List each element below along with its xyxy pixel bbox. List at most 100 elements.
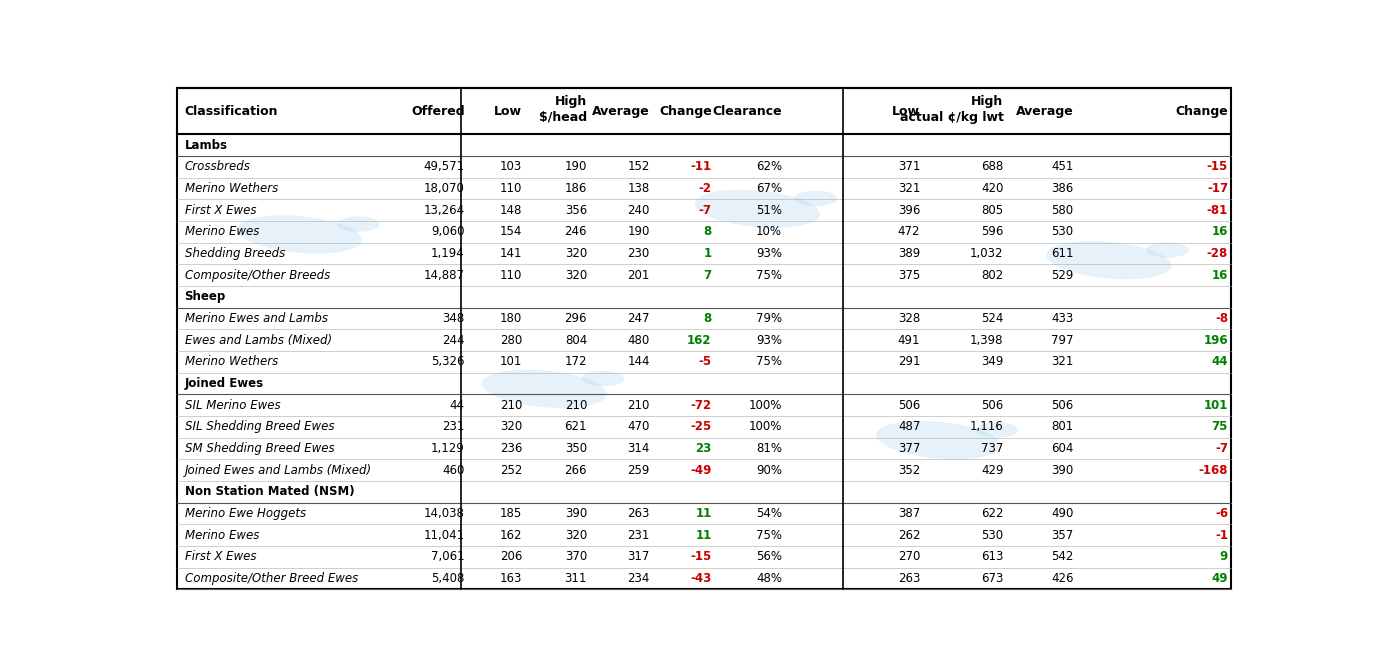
- Text: 210: 210: [500, 399, 522, 411]
- Text: 314: 314: [628, 442, 650, 455]
- Text: 320: 320: [500, 420, 522, 434]
- Text: 247: 247: [628, 312, 650, 325]
- Text: 291: 291: [897, 355, 921, 368]
- Text: 390: 390: [1051, 464, 1073, 477]
- Text: 186: 186: [565, 182, 587, 195]
- Text: 16: 16: [1212, 225, 1228, 238]
- Text: Low: Low: [495, 104, 522, 118]
- Text: -15: -15: [1206, 160, 1228, 173]
- Text: 622: 622: [981, 507, 1003, 520]
- Ellipse shape: [1047, 241, 1171, 279]
- Text: 5,326: 5,326: [431, 355, 464, 368]
- Text: 231: 231: [442, 420, 464, 434]
- Text: 13,264: 13,264: [423, 204, 464, 216]
- Ellipse shape: [337, 216, 379, 232]
- Text: 141: 141: [500, 247, 522, 260]
- Text: 101: 101: [500, 355, 522, 368]
- Text: 8: 8: [703, 312, 712, 325]
- Text: 804: 804: [565, 333, 587, 347]
- Text: 506: 506: [899, 399, 921, 411]
- Text: 7,061: 7,061: [431, 550, 464, 563]
- Text: 490: 490: [1051, 507, 1073, 520]
- Text: 349: 349: [981, 355, 1003, 368]
- Text: 1,194: 1,194: [431, 247, 464, 260]
- Text: 246: 246: [565, 225, 587, 238]
- Text: -8: -8: [1215, 312, 1228, 325]
- Text: -11: -11: [691, 160, 712, 173]
- Text: 259: 259: [628, 464, 650, 477]
- Text: 75: 75: [1212, 420, 1228, 434]
- Text: 389: 389: [899, 247, 921, 260]
- Ellipse shape: [794, 191, 837, 206]
- Text: 621: 621: [565, 420, 587, 434]
- Text: 51%: 51%: [756, 204, 782, 216]
- Text: 802: 802: [981, 269, 1003, 282]
- Text: Ewes and Lambs (Mixed): Ewes and Lambs (Mixed): [184, 333, 331, 347]
- Text: 352: 352: [899, 464, 921, 477]
- Text: 266: 266: [565, 464, 587, 477]
- Text: 1,032: 1,032: [970, 247, 1003, 260]
- Text: 801: 801: [1051, 420, 1073, 434]
- Text: 356: 356: [565, 204, 587, 216]
- Text: 93%: 93%: [756, 247, 782, 260]
- Text: 429: 429: [981, 464, 1003, 477]
- Text: 387: 387: [899, 507, 921, 520]
- Ellipse shape: [482, 369, 607, 408]
- Text: 54%: 54%: [756, 507, 782, 520]
- Text: 67%: 67%: [756, 182, 782, 195]
- Text: $/head: $/head: [539, 111, 587, 124]
- Text: Non Station Mated (NSM): Non Station Mated (NSM): [184, 486, 354, 498]
- Text: -6: -6: [1215, 507, 1228, 520]
- Text: 162: 162: [687, 333, 712, 347]
- Text: Offered: Offered: [411, 104, 464, 118]
- Text: 110: 110: [500, 269, 522, 282]
- Text: 234: 234: [628, 572, 650, 585]
- Text: 328: 328: [899, 312, 921, 325]
- Text: High: High: [555, 96, 587, 108]
- Text: 491: 491: [897, 333, 921, 347]
- Text: -81: -81: [1206, 204, 1228, 216]
- Text: 530: 530: [1051, 225, 1073, 238]
- Text: 321: 321: [899, 182, 921, 195]
- Text: 18,070: 18,070: [423, 182, 464, 195]
- Text: -15: -15: [690, 550, 712, 563]
- Text: Composite/Other Breed Ewes: Composite/Other Breed Ewes: [184, 572, 357, 585]
- Text: 9,060: 9,060: [431, 225, 464, 238]
- Text: Joined Ewes: Joined Ewes: [184, 377, 264, 390]
- Text: 230: 230: [628, 247, 650, 260]
- Text: 11: 11: [695, 507, 712, 520]
- Text: 613: 613: [981, 550, 1003, 563]
- Text: 317: 317: [628, 550, 650, 563]
- Text: 7: 7: [703, 269, 712, 282]
- Text: 377: 377: [899, 442, 921, 455]
- Text: 81%: 81%: [756, 442, 782, 455]
- Text: 103: 103: [500, 160, 522, 173]
- Text: 805: 805: [981, 204, 1003, 216]
- Text: 348: 348: [442, 312, 464, 325]
- Text: 542: 542: [1051, 550, 1073, 563]
- Text: 426: 426: [1051, 572, 1073, 585]
- Text: 148: 148: [500, 204, 522, 216]
- Text: 49: 49: [1212, 572, 1228, 585]
- Text: Merino Ewes: Merino Ewes: [184, 225, 258, 238]
- Text: 480: 480: [628, 333, 650, 347]
- Text: Crossbreds: Crossbreds: [184, 160, 250, 173]
- Text: 110: 110: [500, 182, 522, 195]
- Text: 100%: 100%: [749, 399, 782, 411]
- Text: Classification: Classification: [184, 104, 278, 118]
- Text: 16: 16: [1212, 269, 1228, 282]
- Text: 210: 210: [628, 399, 650, 411]
- Text: 49,571: 49,571: [423, 160, 464, 173]
- Text: 270: 270: [899, 550, 921, 563]
- Text: 100%: 100%: [749, 420, 782, 434]
- Text: Sheep: Sheep: [184, 290, 225, 303]
- Text: Shedding Breeds: Shedding Breeds: [184, 247, 284, 260]
- Text: 524: 524: [981, 312, 1003, 325]
- Text: 262: 262: [897, 528, 921, 542]
- Text: 56%: 56%: [756, 550, 782, 563]
- Text: SM Shedding Breed Ewes: SM Shedding Breed Ewes: [184, 442, 334, 455]
- Text: 673: 673: [981, 572, 1003, 585]
- Text: 48%: 48%: [756, 572, 782, 585]
- Text: SIL Merino Ewes: SIL Merino Ewes: [184, 399, 280, 411]
- Text: -49: -49: [690, 464, 712, 477]
